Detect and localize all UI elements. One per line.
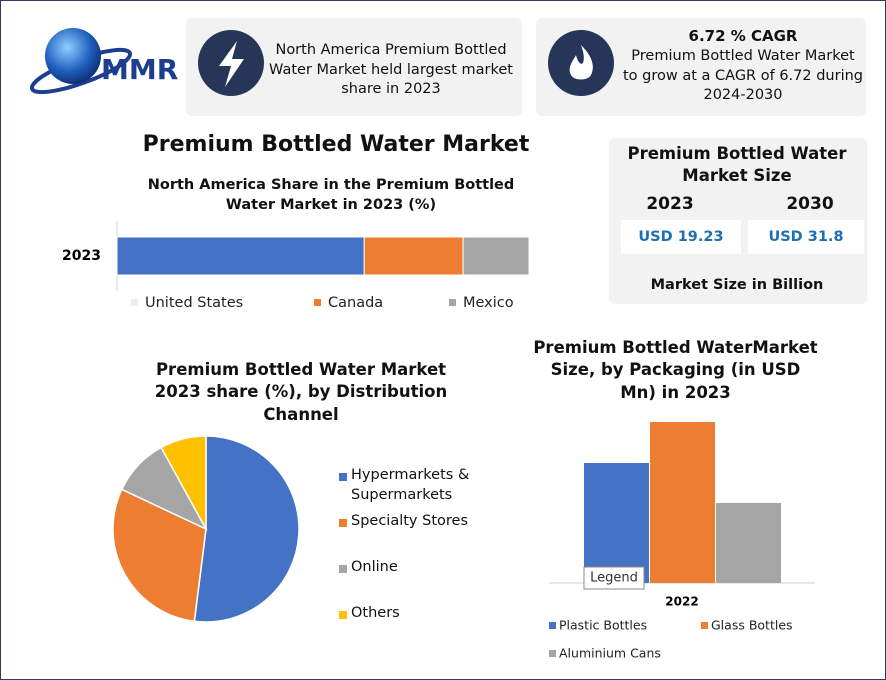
legend-label: Hypermarkets & Supermarkets xyxy=(351,467,470,503)
legend-label: Plastic Bottles xyxy=(559,618,647,633)
bar-segment xyxy=(363,236,464,276)
chart-title: Premium Bottled WaterMarket Size, by Pac… xyxy=(533,338,818,402)
legend-label: Aluminium Cans xyxy=(559,646,661,661)
legend-marker xyxy=(701,622,708,629)
flame-icon xyxy=(569,45,593,80)
value-box xyxy=(748,220,864,254)
legend-marker xyxy=(449,299,456,306)
legend-label: Glass Bottles xyxy=(711,618,793,633)
pie-slice xyxy=(112,488,207,623)
legend-label: United States xyxy=(145,295,243,311)
legend-marker xyxy=(549,622,556,629)
legend-marker xyxy=(314,299,321,306)
main-title: Premium Bottled Water Market xyxy=(142,132,530,157)
legend-label: Online xyxy=(351,559,398,575)
legend-label: Canada xyxy=(328,295,383,311)
legend-marker xyxy=(339,565,347,573)
legend-marker xyxy=(131,299,138,306)
panel-title: Premium Bottled Water Market Size xyxy=(627,144,847,186)
market-value: USD 19.23 xyxy=(638,229,724,245)
panel-note: Market Size in Billion xyxy=(650,277,824,293)
bar xyxy=(716,503,781,583)
bar xyxy=(584,463,649,583)
legend-marker xyxy=(339,611,347,619)
lightning-icon xyxy=(219,41,244,87)
legend-label: Mexico xyxy=(463,295,514,311)
market-value: USD 31.8 xyxy=(768,229,844,245)
legend-marker xyxy=(549,650,556,657)
chart-title: North America Share in the Premium Bottl… xyxy=(147,177,515,213)
pie-slice xyxy=(193,435,300,623)
legend-tooltip: Legend xyxy=(590,571,638,586)
legend-label: Specialty Stores xyxy=(351,513,468,529)
x-tick-label: 2022 xyxy=(665,595,698,609)
icon xyxy=(548,30,614,96)
highlight-text: Premium Bottled Water Market to grow at … xyxy=(623,48,863,104)
highlight-text: North America Premium Bottled Water Mark… xyxy=(269,42,513,98)
legend-tooltip-box xyxy=(583,566,645,590)
chart-title: Premium Bottled Water Market 2023 share … xyxy=(154,360,448,424)
pie-slice xyxy=(160,435,207,530)
logo-text: MMR xyxy=(101,53,178,86)
logo: MMR xyxy=(29,28,178,95)
highlight-title: 6.72 % CAGR xyxy=(688,27,798,45)
value-box xyxy=(621,220,741,254)
bar-segment xyxy=(116,236,365,276)
year: 2023 xyxy=(646,194,694,214)
legend-marker xyxy=(339,473,347,481)
legend-label: Others xyxy=(351,605,400,621)
bar-segment xyxy=(462,236,530,276)
legend-marker xyxy=(339,519,347,527)
year: 2030 xyxy=(786,194,834,214)
highlight-box xyxy=(536,18,866,116)
bar xyxy=(650,422,715,583)
highlight-box xyxy=(186,18,522,116)
category-label: 2023 xyxy=(62,248,101,264)
